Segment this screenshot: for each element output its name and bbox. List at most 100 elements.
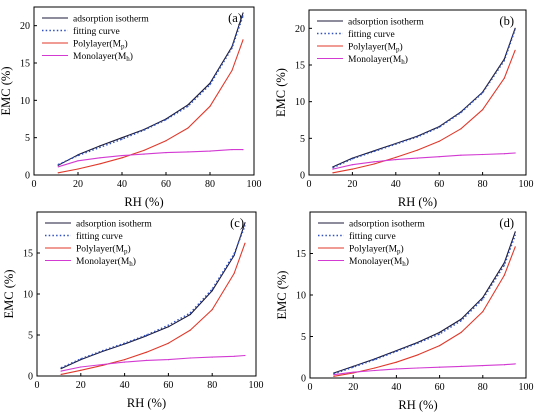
data-point bbox=[514, 29, 516, 31]
panel-label: (c) bbox=[230, 216, 244, 230]
y-tick-label: 0 bbox=[28, 372, 33, 383]
legend-label: Monolayer(Mh) bbox=[73, 51, 133, 63]
data-point bbox=[482, 153, 484, 156]
data-point bbox=[482, 92, 484, 94]
data-point bbox=[373, 150, 375, 153]
x-tick-label: 60 bbox=[163, 380, 173, 391]
data-point bbox=[503, 77, 505, 79]
data-point bbox=[482, 365, 484, 367]
x-tick-label: 20 bbox=[73, 179, 83, 190]
chart-panel-3: 0 20 40 60 80 100 0 5 10 15 RH (%) EMC (%) (c) adsorp… bbox=[2, 211, 264, 410]
data-point bbox=[209, 150, 211, 152]
legend-label: fitting curve bbox=[76, 231, 123, 242]
x-axis-title: RH (%) bbox=[398, 398, 437, 412]
data-point bbox=[60, 373, 62, 375]
legend-label: adsorption isotherm bbox=[348, 18, 424, 28]
data-point bbox=[514, 27, 516, 29]
data-point bbox=[395, 350, 397, 352]
data-point bbox=[209, 84, 211, 86]
data-point bbox=[167, 342, 169, 344]
y-tick-label: 0 bbox=[300, 171, 305, 182]
data-point bbox=[145, 359, 148, 361]
y-tick-label: 5 bbox=[28, 331, 33, 342]
legend-label: Polylayer(Mp) bbox=[73, 39, 128, 51]
data-point bbox=[460, 154, 462, 156]
legend-label: Polylayer(Mp) bbox=[349, 244, 404, 256]
x-axis-title: RH (%) bbox=[124, 195, 163, 209]
legend-label: fitting curve bbox=[349, 231, 396, 242]
data-point bbox=[124, 359, 126, 361]
data-point bbox=[121, 138, 123, 140]
y-tick-label: 0 bbox=[25, 171, 30, 182]
series-line-1 bbox=[333, 231, 516, 374]
y-tick-label: 0 bbox=[301, 374, 306, 385]
data-point bbox=[77, 160, 79, 162]
data-point bbox=[209, 105, 211, 107]
data-point bbox=[352, 371, 354, 373]
legend-label: fitting curve bbox=[348, 29, 395, 40]
legend-label: Monolayer(Mh) bbox=[76, 256, 136, 268]
y-axis-title: EMC (%) bbox=[275, 271, 289, 320]
x-tick-label: 0 bbox=[308, 382, 313, 393]
data-point bbox=[80, 369, 82, 371]
data-point bbox=[211, 309, 213, 311]
series-line-2 bbox=[333, 234, 516, 375]
data-point bbox=[438, 126, 440, 128]
y-tick-label: 20 bbox=[295, 24, 305, 35]
data-point bbox=[351, 158, 353, 160]
data-point bbox=[242, 15, 244, 17]
data-point bbox=[165, 119, 167, 121]
data-point bbox=[244, 242, 246, 244]
x-tick-label: 40 bbox=[120, 380, 130, 391]
data-point bbox=[231, 69, 233, 72]
data-point bbox=[352, 366, 354, 368]
data-point bbox=[374, 359, 376, 361]
data-point bbox=[121, 157, 123, 159]
series-line-4 bbox=[333, 363, 516, 376]
data-point bbox=[187, 151, 189, 153]
data-point bbox=[60, 367, 62, 369]
panel-label: (d) bbox=[499, 216, 514, 230]
data-point bbox=[60, 370, 62, 372]
chart-panel-4: 0 20 40 60 80 100 0 5 10 15 RH (%) EMC (%) (d) adsorp… bbox=[275, 211, 534, 412]
legend-label: Monolayer(Mh) bbox=[348, 54, 408, 66]
data-point bbox=[189, 313, 191, 316]
data-point bbox=[167, 359, 169, 361]
data-point bbox=[460, 320, 462, 322]
y-tick-label: 5 bbox=[301, 332, 306, 343]
data-point bbox=[77, 168, 79, 170]
data-point bbox=[332, 167, 334, 169]
data-point bbox=[332, 172, 334, 174]
data-point bbox=[333, 374, 335, 376]
data-point bbox=[99, 157, 101, 159]
legend-label: Monolayer(Mh) bbox=[349, 256, 409, 268]
data-point bbox=[211, 290, 213, 292]
x-tick-label: 80 bbox=[205, 179, 215, 190]
y-tick-label: 10 bbox=[23, 290, 33, 301]
data-point bbox=[503, 60, 505, 62]
y-tick-label: 20 bbox=[20, 21, 30, 32]
y-axis-title: EMC (%) bbox=[2, 270, 16, 319]
data-point bbox=[99, 146, 101, 148]
y-tick-label: 15 bbox=[295, 61, 305, 72]
chart-panel-2: 0 20 40 60 80 100 0 5 10 15 20 RH (%) EMC (%) (b) adso… bbox=[274, 9, 534, 209]
data-point bbox=[416, 149, 419, 151]
data-point bbox=[503, 153, 505, 155]
data-point bbox=[351, 168, 353, 170]
data-point bbox=[351, 164, 353, 166]
x-tick-label: 80 bbox=[478, 382, 488, 393]
data-point bbox=[503, 264, 505, 266]
data-point bbox=[416, 157, 419, 159]
legend-label: Polylayer(Mp) bbox=[348, 42, 403, 54]
data-point bbox=[395, 143, 397, 145]
x-tick-label: 60 bbox=[161, 179, 171, 190]
x-tick-label: 40 bbox=[391, 179, 401, 190]
series-line-2 bbox=[332, 29, 516, 169]
series-line-1 bbox=[60, 222, 246, 370]
series-line-4 bbox=[60, 354, 246, 372]
data-point bbox=[482, 311, 484, 313]
data-point bbox=[395, 361, 397, 363]
